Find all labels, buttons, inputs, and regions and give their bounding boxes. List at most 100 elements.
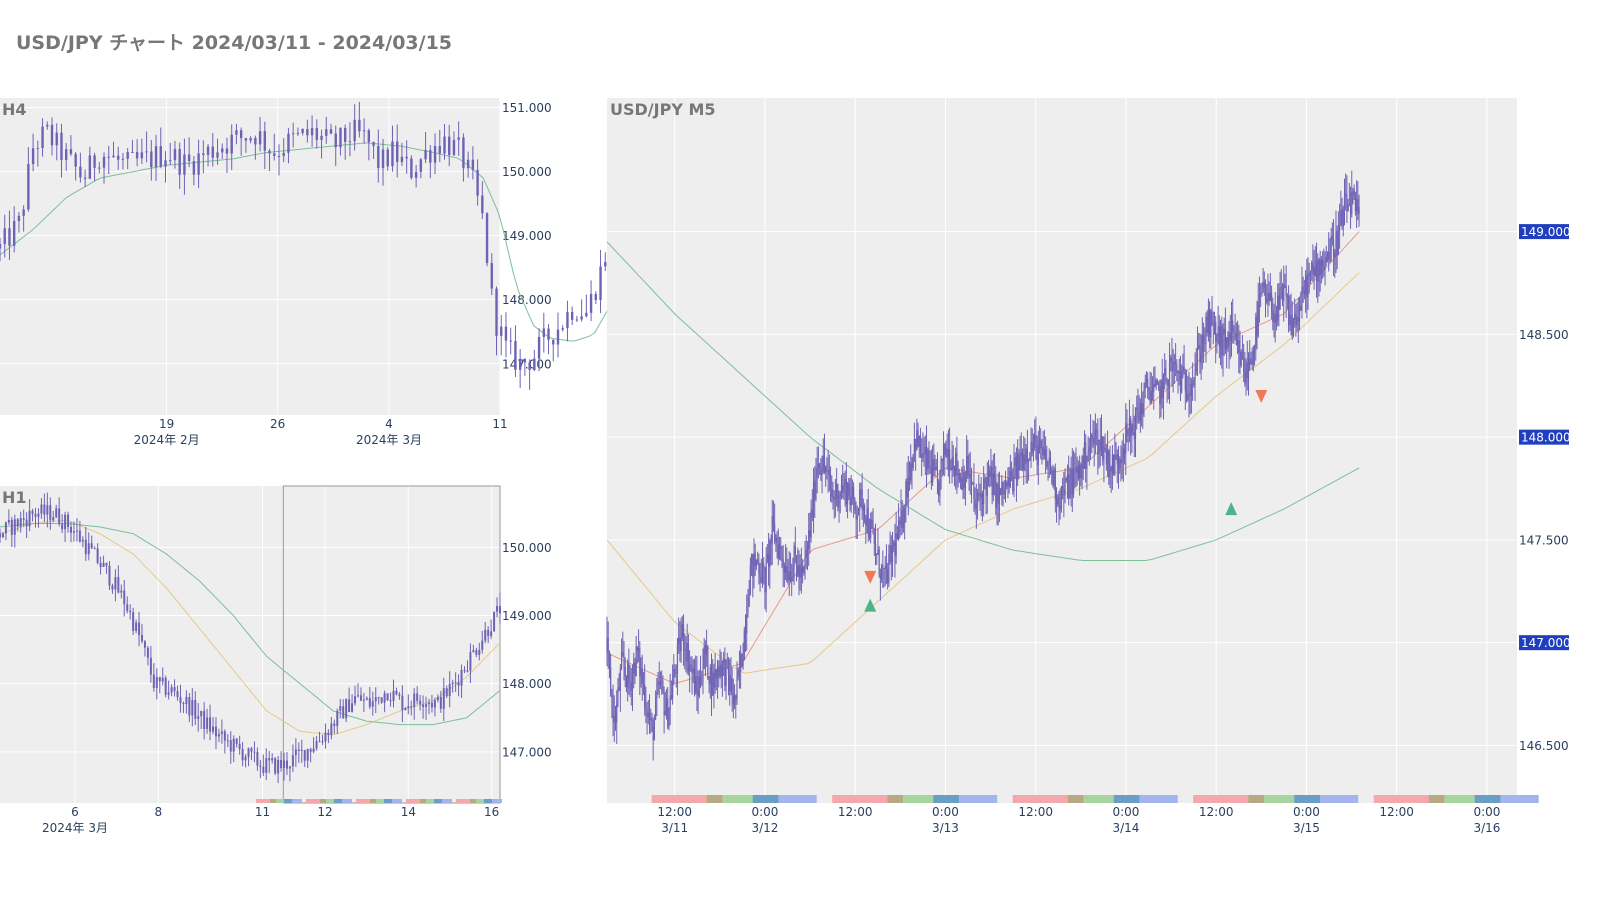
candle-body [839,493,841,497]
candle-body [1290,314,1292,316]
candle-body [185,697,188,705]
candle-body [668,708,670,728]
candle-body [709,667,711,684]
candle-body [667,698,669,728]
session-bar-segment [1067,795,1084,803]
candle-body [1223,328,1225,335]
candle-body [1132,424,1134,432]
candle-body [826,470,828,472]
candle-body [22,209,25,216]
candle-body [169,160,172,162]
session-bar-segment [1113,795,1140,803]
session-bar-segment [903,795,934,803]
candle-body [984,478,986,485]
candle-body [656,692,658,698]
session-bar-segment [256,799,270,803]
candle-body [1261,292,1263,294]
candle-body [719,664,721,677]
session-bar-segment [1012,795,1068,803]
candle-body [381,149,385,169]
session-bar-segment [492,799,502,803]
candle-body [225,148,229,154]
candle-body [1322,260,1324,266]
candle-body [31,148,35,165]
candle-body [345,699,348,719]
price-tag-label: 149.000 [1521,225,1571,239]
candle-body [1179,373,1182,392]
x-tick-label: 0:00 [1293,805,1320,819]
candle-body [963,472,965,489]
x-tick-label: 12:00 [1379,805,1414,819]
candle-body [348,699,351,712]
candle-body [230,134,233,154]
candle-body [764,567,766,593]
candle-body [878,549,880,575]
candle-body [12,220,16,246]
candle-body [1267,292,1269,303]
candle-body [1187,395,1189,400]
candle-body [792,567,794,578]
candle-body [1200,352,1202,363]
candle-body [871,519,873,529]
candle-body [707,646,709,679]
candle-body [1157,384,1160,386]
candle-body [945,448,947,456]
candle-body [1045,448,1047,460]
candle-body [229,740,232,752]
candle-body [1009,471,1011,487]
candle-body [939,470,941,496]
candle-body [1077,466,1080,479]
candle-body [1017,453,1019,480]
candle-body [1342,208,1344,227]
candle-body [414,171,418,178]
candle-body [1218,326,1220,347]
candle-body [500,326,503,336]
candle-body [1153,384,1155,393]
candle-body [159,146,162,167]
candle-body [570,312,574,320]
candle-body [664,710,666,716]
candle-body [696,676,698,691]
price-tag-label: 148.000 [1521,431,1571,445]
candle-body [631,673,634,691]
candle-body [1075,469,1077,474]
candle-body [620,652,623,669]
candle-body [1003,490,1005,495]
candle-body [1117,464,1120,469]
session-bar-segment [434,799,442,803]
candle-body [923,453,925,455]
candle-body [1341,209,1343,227]
candle-body [392,690,395,701]
candle-body [1111,454,1114,472]
candle-body [121,158,125,160]
session-bar-segment [752,795,779,803]
candle-body [155,677,158,689]
candle-body [1190,383,1193,396]
candle-body [910,462,912,481]
candle-body [769,540,771,567]
candle-body [949,449,951,468]
candle-body [10,519,13,535]
candle-body [617,687,619,704]
candle-body [1048,457,1050,462]
candle-body [518,358,522,370]
candle-body [743,630,745,660]
candle-body [4,522,7,534]
candle-body [1307,276,1309,298]
candle-body [1047,461,1049,467]
candle-body [1247,369,1250,379]
candle-body [894,542,896,557]
candle-body [391,141,394,167]
ma_mid-line [0,519,501,736]
candle-body [674,669,676,673]
candle-body [1268,292,1270,301]
candle-body [64,514,67,530]
candle-body [1021,452,1024,470]
candle-body [932,459,934,483]
candle-body [619,668,621,691]
candle-body [81,539,84,542]
candle-body [889,545,891,555]
candle-body [874,543,877,555]
candle-body [1356,199,1358,212]
candle-body [648,712,651,721]
